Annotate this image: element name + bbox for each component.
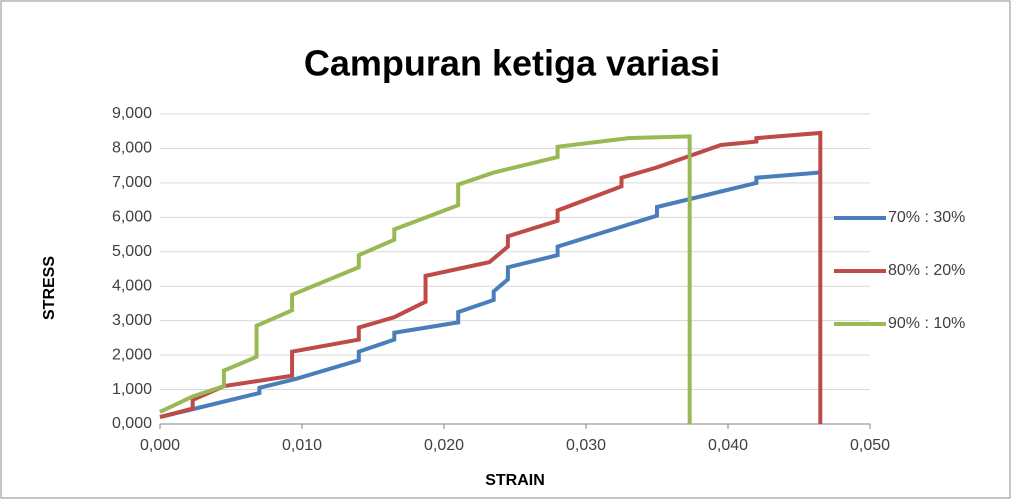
y-tick-label: 3,000 <box>112 312 152 329</box>
x-tick-label: 0,020 <box>424 437 464 454</box>
series-line <box>159 134 692 424</box>
legend-label: 90% : 10% <box>888 315 965 332</box>
series-line <box>159 170 821 420</box>
y-tick-label: 9,000 <box>112 105 152 122</box>
y-axis-label: STRESS <box>41 256 58 320</box>
y-tick-label: 6,000 <box>112 209 152 226</box>
legend-label: 70% : 30% <box>888 209 965 226</box>
x-axis-label: STRAIN <box>485 472 545 489</box>
series-line <box>159 130 823 424</box>
legend-label: 80% : 20% <box>888 262 965 279</box>
y-tick-label: 7,000 <box>112 174 152 191</box>
x-tick-label: 0,000 <box>140 437 180 454</box>
y-tick-label: 5,000 <box>112 243 152 260</box>
x-tick-label: 0,050 <box>850 437 890 454</box>
chart-title: Campuran ketiga variasi <box>304 43 720 84</box>
y-tick-label: 0,000 <box>112 415 152 432</box>
x-tick-label: 0,040 <box>708 437 748 454</box>
x-tick-label: 0,010 <box>282 437 322 454</box>
y-tick-label: 1,000 <box>112 381 152 398</box>
y-tick-label: 2,000 <box>112 346 152 363</box>
x-tick-label: 0,030 <box>566 437 606 454</box>
y-tick-label: 8,000 <box>112 140 152 157</box>
y-tick-label: 4,000 <box>112 277 152 294</box>
